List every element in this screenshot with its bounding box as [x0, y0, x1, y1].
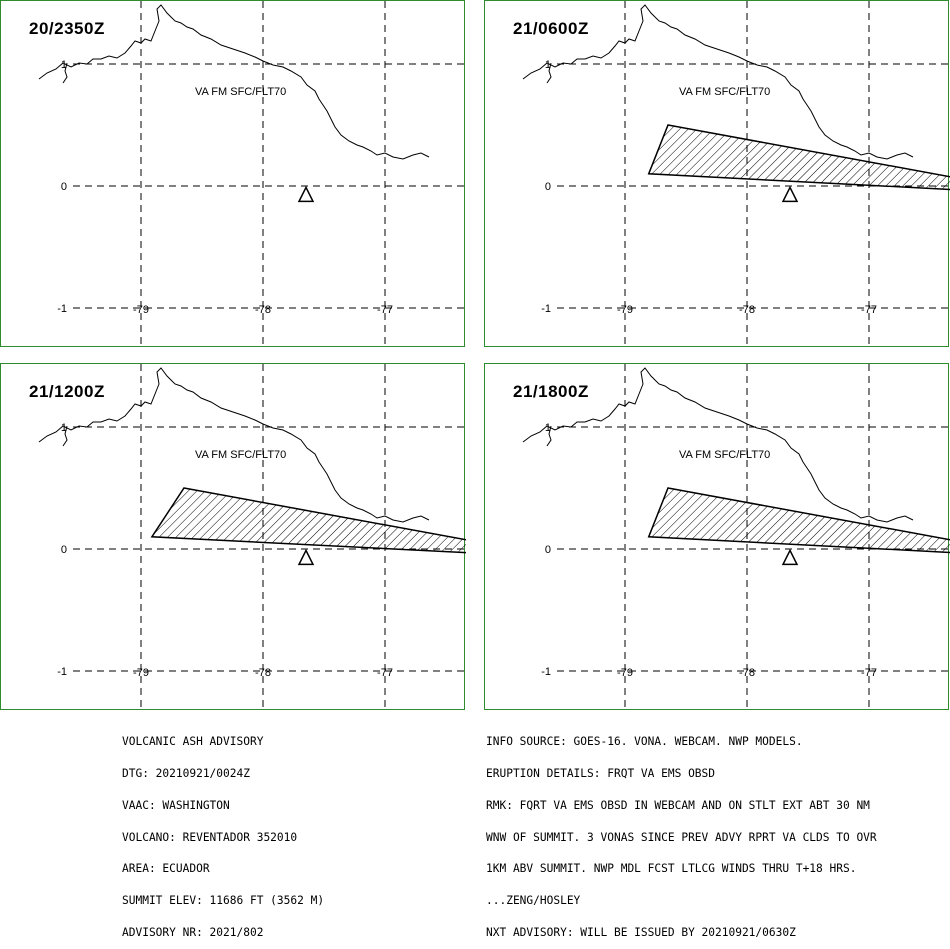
lat-tick-label: -1	[57, 303, 67, 315]
valid-time-label: 20/2350Z	[29, 19, 105, 38]
lat-tick-label: -1	[541, 303, 551, 315]
lat-tick-label: 0	[61, 181, 67, 193]
forecast-panel-2: -79 -78 -77 1 0 -1 VA FM SFC/FLT70 21/0600Z	[484, 0, 950, 348]
advisory-right-block: INFO SOURCE: GOES-16. VONA. WEBCAM. NWP …	[486, 716, 877, 949]
lon-tick-label: -78	[255, 304, 271, 316]
lat-tick-label: -1	[541, 666, 551, 678]
advisory-right-line: ...ZENG/HOSLEY	[486, 894, 581, 908]
advisory-left-block: VOLCANIC ASH ADVISORY DTG: 20210921/0024…	[122, 716, 324, 949]
va-level-label: VA FM SFC/FLT70	[195, 449, 286, 461]
volcano-icon	[297, 548, 315, 566]
coastline-detail	[62, 62, 68, 84]
coastline	[38, 4, 430, 160]
lat-tick-label: -1	[57, 666, 67, 678]
advisory-left-line: VOLCANIC ASH ADVISORY	[122, 735, 264, 749]
forecast-panel-4: -79 -78 -77 1 0 -1 VA FM SFC/FLT70 21/1800Z	[484, 363, 950, 711]
advisory-right-line: 1KM ABV SUMMIT. NWP MDL FCST LTLCG WINDS…	[486, 862, 857, 876]
va-level-label: VA FM SFC/FLT70	[679, 86, 770, 98]
advisory-left-line: DTG: 20210921/0024Z	[122, 766, 250, 780]
lon-tick-label: -79	[133, 667, 149, 679]
lon-tick-label: -77	[377, 304, 393, 316]
lon-tick-label: -77	[861, 667, 877, 679]
map-canvas: -79 -78 -77 1 0 -1 VA FM SFC/FLT70	[522, 364, 950, 711]
volcano-icon	[781, 548, 799, 566]
lon-tick-label: -77	[861, 304, 877, 316]
coastline	[522, 4, 914, 160]
lon-tick-label: -78	[739, 667, 755, 679]
coastline-detail	[546, 425, 552, 447]
coastline-detail	[546, 62, 552, 84]
ash-cloud-polygon	[150, 487, 466, 554]
map-canvas: -79 -78 -77 1 0 -1 VA FM SFC/FLT70	[38, 364, 466, 711]
advisory-right-line: WNW OF SUMMIT. 3 VONAS SINCE PREV ADVY R…	[486, 830, 877, 844]
volcano-icon	[781, 185, 799, 203]
advisory-right-line: RMK: FQRT VA EMS OBSD IN WEBCAM AND ON S…	[486, 798, 870, 812]
coastline-detail	[62, 425, 68, 447]
lon-tick-label: -77	[377, 667, 393, 679]
advisory-left-line: SUMMIT ELEV: 11686 FT (3562 M)	[122, 894, 325, 908]
lon-tick-label: -78	[255, 667, 271, 679]
ash-cloud-polygon	[647, 487, 950, 554]
advisory-right-line: ERUPTION DETAILS: FRQT VA EMS OBSD	[486, 766, 716, 780]
lat-tick-label: 1	[545, 59, 551, 71]
advisory-left-line: VAAC: WASHINGTON	[122, 798, 230, 812]
volcano-icon	[297, 185, 315, 203]
lon-tick-label: -79	[133, 304, 149, 316]
lon-tick-label: -79	[617, 304, 633, 316]
lat-tick-label: 0	[61, 544, 67, 556]
valid-time-label: 21/0600Z	[513, 19, 589, 38]
valid-time-label: 21/1200Z	[29, 382, 105, 401]
advisory-left-line: AREA: ECUADOR	[122, 862, 210, 876]
va-level-label: VA FM SFC/FLT70	[195, 86, 286, 98]
valid-time-label: 21/1800Z	[513, 382, 589, 401]
advisory-left-line: VOLCANO: REVENTADOR 352010	[122, 830, 298, 844]
lat-tick-label: 0	[545, 181, 551, 193]
advisory-left-line: ADVISORY NR: 2021/802	[122, 925, 264, 939]
map-canvas: -79 -78 -77 1 0 -1 VA FM SFC/FLT70	[38, 1, 466, 348]
lat-tick-label: 1	[545, 422, 551, 434]
forecast-panel-3: -79 -78 -77 1 0 -1 VA FM SFC/FLT70 21/1200Z	[0, 363, 466, 711]
lat-tick-label: 1	[61, 59, 67, 71]
va-level-label: VA FM SFC/FLT70	[679, 449, 770, 461]
forecast-panel-1: -79 -78 -77 1 0 -1 VA FM SFC/FLT70 20/2350Z	[0, 0, 466, 348]
advisory-right-line: NXT ADVISORY: WILL BE ISSUED BY 20210921…	[486, 925, 796, 939]
map-canvas: -79 -78 -77 1 0 -1 VA FM SFC/FLT70	[522, 1, 950, 348]
coastline	[522, 367, 914, 523]
lon-tick-label: -79	[617, 667, 633, 679]
lon-tick-label: -78	[739, 304, 755, 316]
coastline	[38, 367, 430, 523]
lat-tick-label: 0	[545, 544, 551, 556]
advisory-right-line: INFO SOURCE: GOES-16. VONA. WEBCAM. NWP …	[486, 735, 803, 749]
ash-cloud-polygon	[647, 124, 950, 191]
lat-tick-label: 1	[61, 422, 67, 434]
